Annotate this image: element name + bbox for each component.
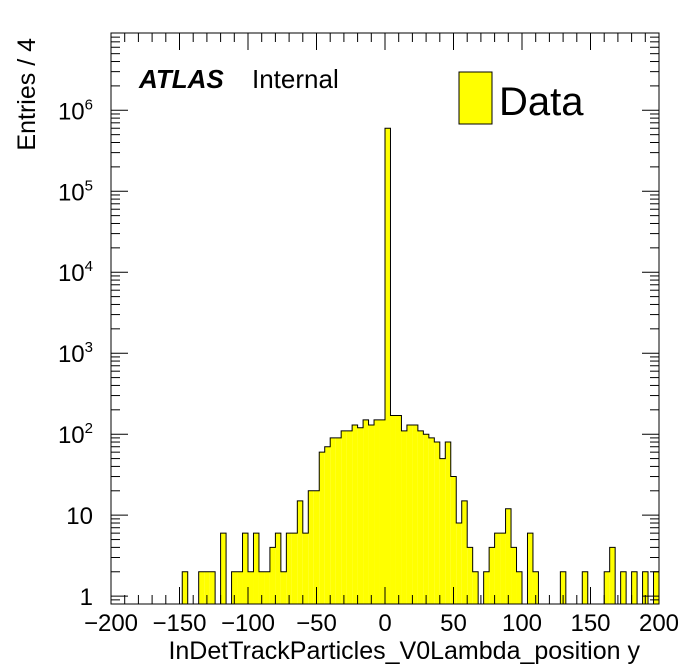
histogram-bin (269, 547, 276, 604)
histogram-bin (489, 547, 495, 604)
histogram-bars (111, 127, 659, 605)
histogram-bin (237, 571, 243, 604)
legend-swatch (458, 71, 493, 125)
x-tick-label: 0 (378, 610, 391, 637)
histogram-bin (516, 571, 522, 604)
histogram-bin (609, 547, 616, 604)
histogram-bin (439, 458, 446, 604)
histogram-bin (330, 437, 336, 604)
histogram-bin (532, 571, 539, 604)
histogram-bin (500, 533, 506, 604)
histogram-bin (434, 442, 440, 604)
histogram-bin (604, 571, 610, 604)
histogram-bin (313, 490, 320, 604)
histogram-bin (297, 500, 303, 604)
y-tick-label: 103 (58, 339, 93, 368)
histogram-bin (258, 571, 265, 604)
y-tick-label: 105 (58, 177, 93, 206)
histogram-bin (560, 571, 566, 604)
histogram-bin (653, 571, 659, 604)
x-tick-label: −50 (296, 610, 337, 637)
x-tick-label: 150 (570, 610, 610, 637)
histogram-bin (511, 547, 517, 604)
internal-label: Internal (252, 64, 339, 94)
histogram-bin (423, 434, 429, 604)
atlas-label: ATLAS (138, 64, 224, 94)
histogram-bin (483, 571, 490, 604)
histogram-bin (198, 571, 205, 604)
histogram-bin (231, 571, 238, 604)
histogram-bin (352, 424, 358, 604)
histogram-bin (341, 430, 347, 604)
histogram-bin (494, 533, 501, 604)
x-tick-label: 200 (639, 610, 679, 637)
histogram-bin (324, 446, 331, 604)
x-tick-labels: −200 −150 −100 −50 0 50 100 150 200 (84, 610, 679, 637)
x-tick-label: 50 (440, 610, 467, 637)
y-tick-labels: 1 10 102 103 104 105 106 (58, 96, 93, 611)
histogram-bin (209, 571, 216, 604)
histogram-bin (280, 571, 287, 604)
histogram-bin (242, 533, 248, 604)
histogram-bin (412, 424, 418, 604)
histogram-bin (582, 571, 588, 604)
histogram-bin (401, 430, 407, 604)
histogram-bin (346, 430, 353, 604)
y-tick-label: 1 (80, 584, 93, 611)
histogram-bin (395, 415, 402, 604)
histogram-bin (456, 523, 462, 604)
x-tick-label: −150 (152, 610, 206, 637)
x-tick-label: −100 (221, 610, 275, 637)
histogram-bin (368, 424, 375, 604)
histogram-bin (248, 571, 254, 604)
histogram-bin (385, 128, 391, 604)
histogram-bin (527, 533, 533, 604)
histogram-bin (291, 533, 298, 604)
histogram-bin (308, 490, 314, 604)
histogram-bin (220, 533, 227, 604)
histogram-bin (461, 500, 468, 604)
y-tick-label: 102 (58, 420, 93, 449)
x-tick-label: 100 (502, 610, 542, 637)
y-tick-label: 10 (66, 503, 93, 530)
x-tick-label: −200 (84, 610, 138, 637)
histogram-bin (319, 452, 325, 604)
histogram-bin (620, 571, 627, 604)
histogram-bin (275, 533, 281, 604)
histogram-bin (472, 571, 479, 604)
histogram-bin (467, 547, 473, 604)
histogram-bin (505, 508, 512, 604)
histogram-bin (253, 533, 259, 604)
histogram-bin (631, 571, 638, 604)
histogram-bin (642, 571, 649, 604)
legend-label: Data (499, 80, 584, 124)
x-axis-label: InDetTrackParticles_V0Lambda_position y (168, 637, 640, 665)
histogram-bin (182, 571, 188, 604)
y-tick-label: 104 (58, 258, 93, 287)
histogram-bin (450, 476, 457, 604)
histogram-bin (417, 430, 424, 604)
histogram-bin (264, 571, 270, 604)
y-axis-label: Entries / 4 (13, 38, 41, 151)
histogram-bin (204, 571, 210, 604)
histogram-bin (374, 419, 380, 604)
histogram-bin (335, 437, 342, 604)
y-tick-label: 106 (58, 96, 93, 125)
histogram-bin (379, 419, 385, 604)
histogram-bin (363, 419, 369, 604)
histogram-bin (357, 427, 364, 604)
histogram-bin (286, 533, 292, 604)
axis-ticks (110, 32, 660, 605)
histogram-bin (445, 442, 451, 604)
histogram-bin (406, 424, 413, 604)
histogram-bin (428, 437, 435, 604)
histogram-bin (390, 415, 396, 604)
histogram-bin (302, 533, 309, 604)
